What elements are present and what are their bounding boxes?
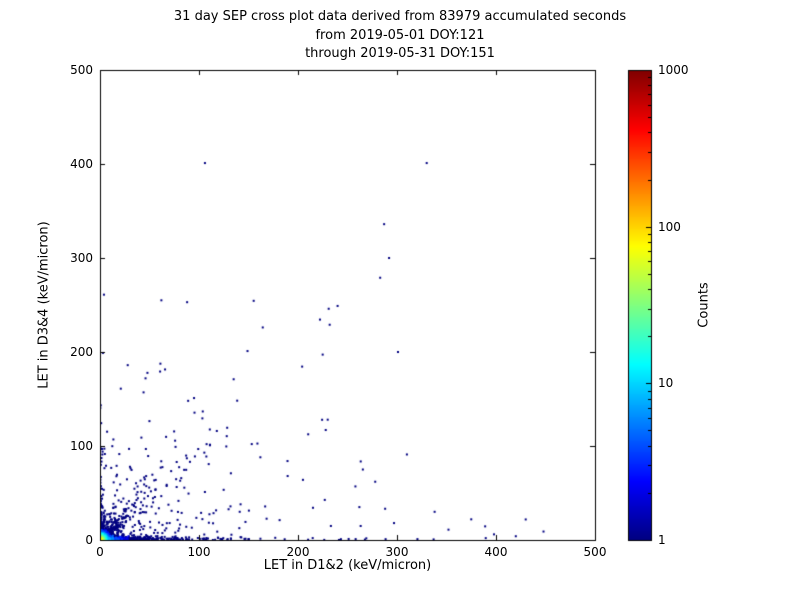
chart-title: 31 day SEP cross plot data derived from …: [0, 8, 800, 64]
colorbar-tick-label: 10: [658, 376, 674, 391]
colorbar-tick-label: 1000: [658, 63, 689, 77]
x-tick-label: 300: [385, 545, 409, 559]
title-line-1: 31 day SEP cross plot data derived from …: [173, 9, 627, 24]
y-tick-label: 100: [70, 439, 93, 453]
y-axis-label: LET in D3&4 (keV/micron): [36, 221, 52, 389]
title-line-2: from 2019-05-01 DOY:121: [315, 27, 485, 43]
title-line-3: through 2019-05-31 DOY:151: [305, 46, 495, 61]
colorbar-tick-label: 1: [658, 533, 666, 547]
y-tick-label: 400: [70, 157, 93, 171]
x-tick-label: 0: [96, 545, 104, 559]
y-tick-label: 500: [70, 63, 93, 77]
y-tick-label: 0: [85, 533, 93, 547]
y-tick-label: 300: [70, 251, 93, 265]
x-tick-label: 500: [583, 545, 607, 559]
x-tick-label: 200: [286, 545, 310, 559]
x-tick-label: 100: [187, 545, 211, 559]
colorbar-tick-label: 100: [658, 219, 681, 234]
x-tick-label: 400: [484, 545, 508, 559]
y-tick-label: 200: [70, 345, 93, 359]
x-axis-label: LET in D1&2 (keV/micron): [263, 558, 432, 573]
colorbar-label: Counts: [696, 282, 712, 328]
